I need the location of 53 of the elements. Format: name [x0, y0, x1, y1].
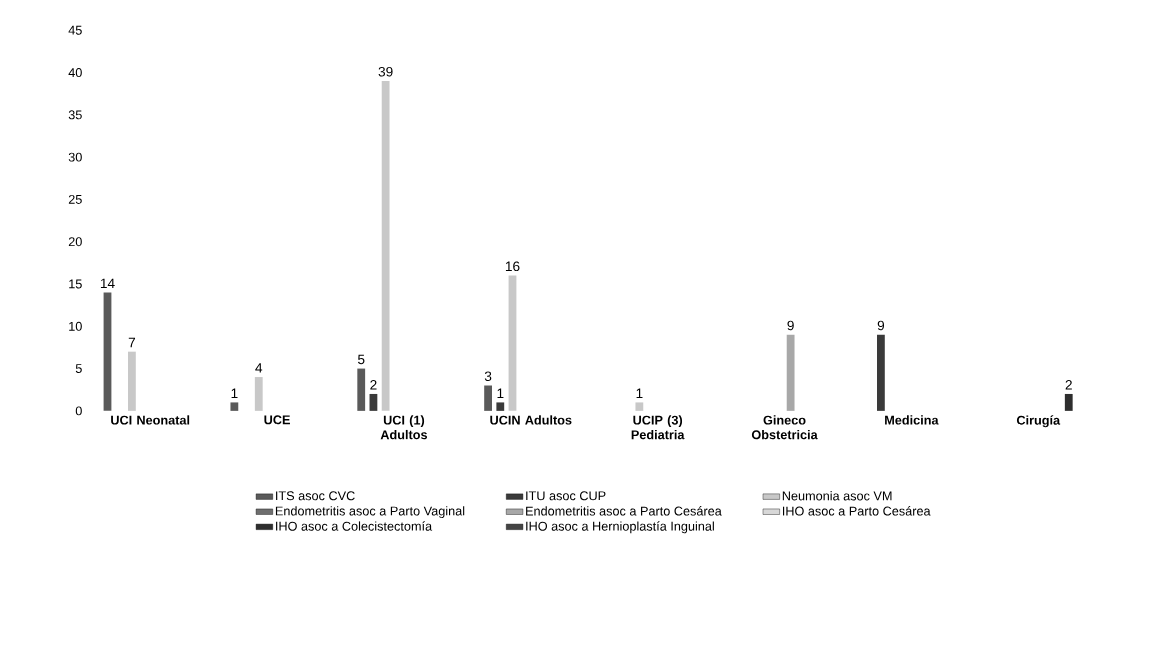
bar [1064, 394, 1073, 411]
legend-label: ITU asoc CUP [526, 491, 606, 501]
data-label: 4 [255, 363, 263, 373]
bar [369, 394, 378, 411]
legend-label: IHO asoc a Parto Cesárea [782, 506, 931, 516]
bar [876, 334, 885, 411]
data-label: 1 [497, 388, 504, 399]
data-label: 9 [877, 320, 885, 331]
data-label: 2 [1065, 380, 1072, 390]
legend-label: Neumonia asoc VM [782, 491, 892, 501]
bar [484, 385, 492, 411]
bar [254, 377, 263, 411]
bar [230, 402, 239, 411]
legend-label: IHO asoc a Hernioplastía Inguinal [526, 521, 714, 534]
bar [357, 368, 366, 411]
y-tick-label: 45 [68, 25, 82, 35]
y-tick-label: 5 [75, 364, 82, 374]
data-label: 16 [505, 261, 520, 272]
bar [635, 402, 644, 411]
y-tick-label: 0 [75, 406, 82, 416]
data-label: 3 [484, 371, 492, 382]
data-label: 39 [378, 66, 393, 77]
y-tick-label: 10 [69, 321, 82, 331]
bar [127, 351, 136, 411]
x-tick-label: Cirugía [1016, 415, 1061, 428]
y-tick-label: 20 [68, 237, 82, 247]
bar [103, 292, 112, 411]
x-tick-label: UCIN Adultos [490, 415, 572, 425]
bar [786, 334, 795, 411]
data-label: 9 [787, 320, 794, 331]
x-tick-label: UCI (1) Adultos [380, 415, 428, 440]
y-tick-label: 25 [68, 194, 82, 204]
bar [496, 402, 505, 411]
x-tick-label: UCI Neonatal [111, 415, 190, 425]
data-label: 7 [128, 337, 136, 348]
y-tick-label: 40 [68, 68, 82, 78]
data-label: 14 [100, 278, 115, 289]
data-label: 2 [370, 380, 377, 390]
legend-label: Endometritis asoc a Parto Cesárea [526, 506, 722, 516]
data-label: 5 [357, 354, 365, 365]
y-tick-label: 15 [69, 279, 82, 289]
x-tick-label: UCE [264, 415, 290, 425]
data-label: 1 [231, 388, 238, 399]
x-tick-label: Medicina [885, 415, 939, 425]
legend-label: ITS asoc CVC [276, 491, 355, 501]
y-tick-label: 35 [68, 110, 82, 120]
legend-label: Endometritis asoc a Parto Vaginal [275, 506, 465, 519]
x-tick-label: Gineco Obstetricia [751, 415, 818, 440]
legend-label: IHO asoc a Colecistectomía [276, 521, 433, 531]
data-label: 1 [636, 388, 643, 399]
bar [381, 81, 390, 411]
y-tick-label: 30 [68, 152, 82, 162]
x-tick-label: UCIP (3) Pediatria [631, 415, 685, 440]
